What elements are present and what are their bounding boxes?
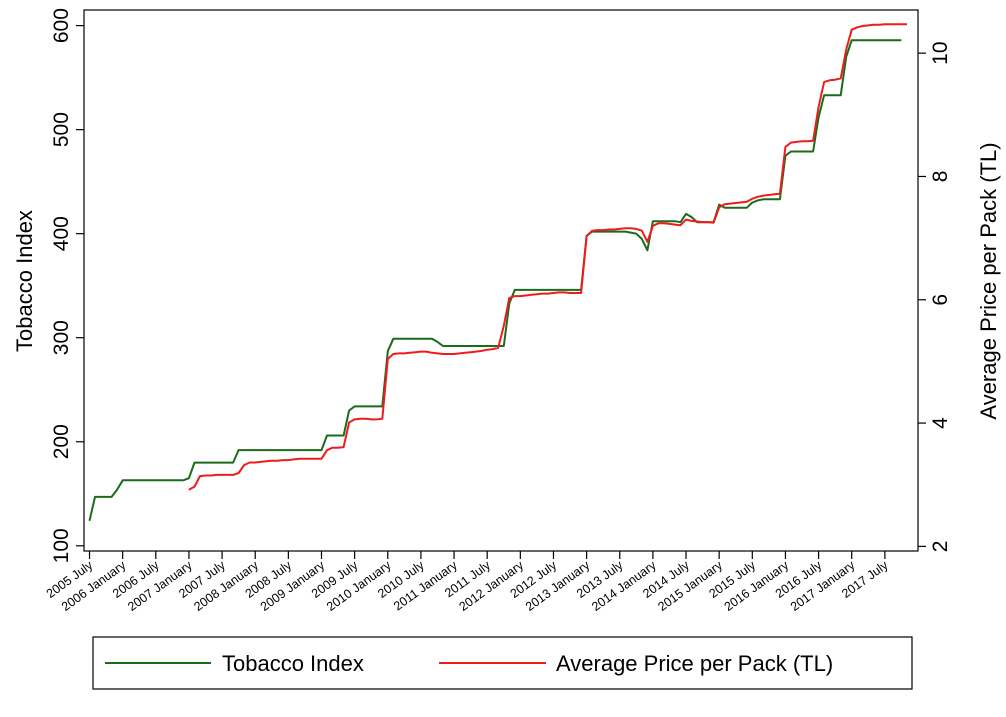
right-y-axis-title: Average Price per Pack (TL) [976,142,1001,419]
series-line-tobacco-index [88,39,902,522]
left-y-tick-label: 100 [50,528,73,563]
right-y-tick-label: 4 [929,417,952,429]
series-line-average-price [188,23,907,491]
left-y-axis: 100 200 300 400 500 600 [50,8,84,563]
right-y-tick-label: 6 [929,294,952,306]
legend-label-average-price: Average Price per Pack (TL) [556,651,833,676]
right-y-tick-label: 10 [929,41,952,64]
plot-area [83,9,919,552]
right-y-tick-label: 2 [929,541,952,553]
left-y-tick-label: 300 [50,320,73,355]
right-y-tick-label: 8 [929,171,952,183]
right-y-axis: 2 4 6 8 10 [918,41,952,552]
left-y-tick-label: 600 [50,8,73,43]
legend: Tobacco Index Average Price per Pack (TL… [92,636,913,690]
left-y-tick-label: 400 [50,216,73,251]
series-layer [88,23,907,522]
legend-label-tobacco-index: Tobacco Index [222,651,364,676]
plot-frame [83,9,919,552]
left-y-tick-label: 200 [50,424,73,459]
left-y-axis-title: Tobacco Index [12,210,37,352]
left-y-tick-label: 500 [50,112,73,147]
